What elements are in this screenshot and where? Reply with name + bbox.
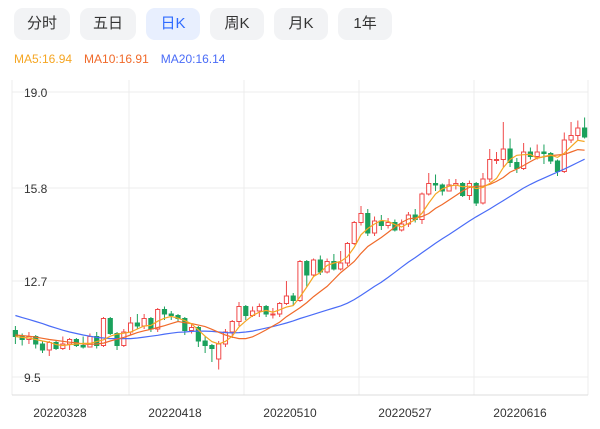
candle-body: [466, 183, 473, 196]
candle-body: [168, 313, 174, 316]
candle-body: [460, 183, 466, 196]
candle-body: [568, 135, 574, 141]
candle-body: [310, 259, 317, 276]
candle-body: [446, 184, 452, 192]
candle-body: [480, 178, 486, 204]
tab-1[interactable]: 五日: [80, 8, 137, 40]
candle-body: [188, 327, 195, 331]
candle-body: [148, 318, 154, 330]
candle-body: [534, 151, 540, 157]
candle-body: [195, 327, 201, 342]
candle-body: [216, 343, 222, 360]
candle-body: [297, 261, 303, 301]
candle-body: [487, 159, 493, 180]
candle-body: [575, 127, 581, 136]
ma-legend-item: MA10:16.91: [84, 52, 149, 66]
tab-3[interactable]: 周K: [210, 8, 265, 40]
candle-body: [209, 345, 215, 349]
y-tick-label: 19.0: [24, 86, 48, 100]
ma-legend-item: MA20:16.14: [160, 52, 226, 66]
candle-body: [161, 309, 168, 315]
candle-body: [304, 261, 310, 276]
candle-body: [548, 153, 554, 162]
candle-body: [561, 139, 567, 172]
candle-body: [283, 295, 290, 304]
candle-body: [419, 193, 425, 220]
x-tick-label: 20220418: [148, 406, 202, 420]
candle-body: [202, 340, 208, 346]
candle-body: [432, 183, 439, 186]
candle-body: [87, 336, 93, 348]
candle-body: [155, 309, 161, 330]
ma20-line: [15, 158, 585, 340]
y-tick-label: 15.8: [24, 182, 48, 196]
candle-body: [236, 306, 242, 322]
candle-body: [12, 330, 18, 337]
candle-body: [331, 261, 337, 270]
tab-4[interactable]: 月K: [274, 8, 329, 40]
candle-body: [385, 222, 391, 226]
x-tick-label: 20220510: [263, 406, 317, 420]
tab-5[interactable]: 1年: [338, 8, 393, 40]
candle-body: [100, 318, 107, 346]
candle-body: [582, 127, 588, 138]
candle-body: [365, 213, 371, 234]
candle-body: [514, 162, 520, 169]
candle-body: [80, 345, 86, 348]
candle-body: [344, 243, 351, 264]
candle-body: [521, 151, 527, 169]
candle-body: [507, 148, 513, 163]
candle-body: [358, 213, 364, 223]
x-tick-label: 20220616: [493, 406, 547, 420]
candle-body: [134, 322, 140, 327]
y-tick-label: 9.5: [24, 371, 41, 385]
candle-body: [270, 313, 276, 316]
candle-body: [39, 343, 46, 351]
ma5-line: [15, 139, 585, 347]
candle-body: [500, 148, 506, 160]
candle-body: [256, 306, 262, 312]
candle-body: [182, 318, 188, 331]
candle-body: [243, 306, 249, 316]
candle-body: [541, 151, 547, 154]
ma-legend: MA5:16.94 MA10:16.91 MA20:16.14: [14, 52, 225, 66]
candle-body: [351, 222, 357, 244]
ma10-line: [15, 148, 585, 345]
candle-body: [426, 183, 432, 195]
period-tabs: 分时 五日 日K 周K 月K 1年: [14, 8, 393, 40]
candle-body: [371, 220, 378, 234]
candle-body: [473, 183, 479, 204]
tab-2[interactable]: 日K: [146, 8, 201, 40]
x-tick-label: 20220527: [378, 406, 432, 420]
tab-0[interactable]: 分时: [14, 8, 71, 40]
candle-body: [46, 342, 52, 351]
candle-body: [229, 321, 235, 333]
candle-body: [290, 295, 296, 301]
y-tick-label: 12.7: [24, 275, 48, 289]
candle-body: [493, 159, 500, 161]
candle-body: [60, 343, 66, 349]
candle-body: [141, 318, 147, 327]
candle-body: [107, 318, 113, 334]
x-tick-label: 20220328: [33, 406, 87, 420]
candle-body: [338, 262, 344, 270]
candlestick-chart[interactable]: 19.0 15.8 12.7 9.5 20220328 20220418 20220510 2…: [0, 70, 600, 429]
candle-body: [53, 342, 59, 349]
ma-legend-item: MA5:16.94: [14, 52, 73, 66]
candle-body: [554, 160, 561, 172]
candle-body: [127, 322, 134, 333]
